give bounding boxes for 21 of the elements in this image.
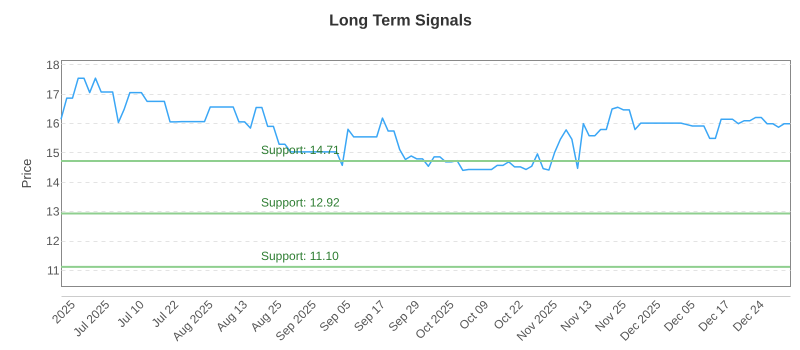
y-tick-label: 11 [47, 263, 60, 278]
y-tick-label: 16 [46, 116, 60, 131]
y-tick-label: 13 [46, 204, 60, 219]
y-tick-label: 14 [46, 175, 60, 190]
x-tick-label: Sep 17 [351, 297, 388, 334]
y-tick-label: 18 [46, 58, 60, 72]
y-tick-label: 15 [46, 146, 60, 160]
x-tick-label: Sep 05 [316, 297, 354, 334]
x-tick-label: Nov 13 [558, 297, 595, 334]
y-axis-title: Price [19, 158, 34, 188]
x-tick-label: Dec 05 [661, 297, 698, 334]
ref-line-label: Support: 11.10 [261, 248, 340, 263]
chart-title: Long Term Signals [329, 12, 472, 30]
x-tick-label: Jul 10 [114, 297, 148, 330]
line-series [60, 77, 791, 172]
x-tick-label: Aug 13 [213, 297, 250, 334]
x-tick-label: Jul 22 [148, 297, 182, 330]
y-tick-label: 12 [46, 234, 60, 248]
y-tick-label: 17 [46, 87, 60, 102]
x-tick-label: Oct 09 [456, 297, 492, 332]
ref-line-label: Support: 12.92 [261, 196, 340, 210]
